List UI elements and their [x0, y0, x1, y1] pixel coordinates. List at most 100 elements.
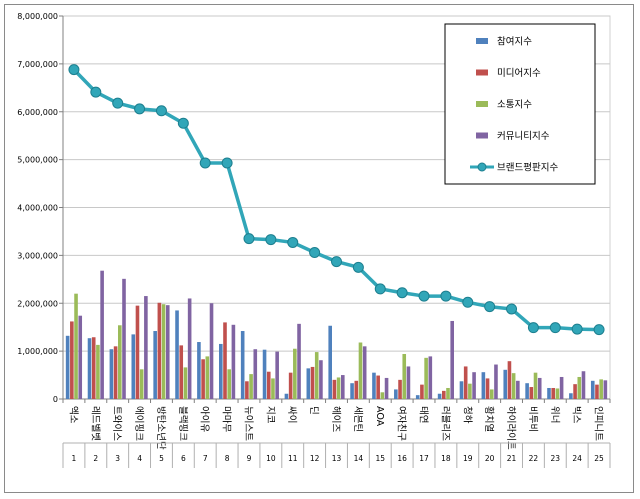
bar — [109, 349, 114, 399]
bar — [262, 349, 267, 399]
bar — [468, 383, 472, 399]
bar — [336, 377, 341, 399]
rank-label: 15 — [375, 454, 385, 463]
bar — [603, 380, 608, 399]
y-tick-label: 4,000,000 — [17, 204, 58, 213]
legend-label: 미디어지수 — [497, 68, 541, 79]
bar — [131, 334, 136, 399]
bar — [372, 372, 376, 399]
bar — [573, 384, 577, 399]
rank-label: 7 — [203, 454, 208, 463]
bar — [463, 366, 468, 399]
rank-label: 6 — [181, 454, 186, 463]
rank-label: 21 — [507, 454, 517, 463]
bar — [402, 353, 407, 399]
bar — [362, 346, 367, 399]
line-point — [90, 86, 102, 98]
bar — [555, 388, 560, 399]
bar — [328, 325, 332, 399]
line-point — [396, 287, 408, 299]
bar — [450, 320, 454, 399]
rank-label: 9 — [247, 454, 252, 463]
y-tick-label: 7,000,000 — [17, 60, 58, 69]
line-point — [177, 117, 189, 129]
rank-label: 17 — [419, 454, 429, 463]
bar — [70, 321, 74, 399]
bar — [100, 270, 104, 399]
bar — [398, 379, 402, 399]
category-label: 하이라이트 — [505, 406, 517, 450]
line-point — [506, 303, 518, 315]
bar — [197, 342, 201, 399]
bar — [394, 389, 398, 399]
category-label: 딘 — [308, 406, 319, 415]
bar — [595, 384, 599, 399]
line-point — [593, 324, 605, 336]
bar — [485, 378, 490, 399]
y-tick-label: 0 — [53, 395, 58, 404]
category-label: 세븐틴 — [352, 406, 363, 432]
bar — [297, 323, 301, 399]
y-tick-label: 8,000,000 — [17, 12, 58, 21]
category-label: 청하 — [461, 406, 473, 424]
bar — [78, 315, 83, 399]
bar — [489, 389, 494, 399]
bar — [481, 372, 486, 399]
bar — [240, 331, 245, 399]
bar — [376, 375, 380, 399]
bar — [157, 302, 162, 399]
category-label: 황치열 — [483, 406, 495, 432]
bar — [581, 371, 586, 399]
bar — [175, 310, 179, 399]
bar — [599, 379, 603, 399]
bar — [306, 368, 311, 399]
category-label: 엑소 — [67, 406, 79, 424]
bar — [293, 348, 297, 399]
category-label: 에이핑크 — [133, 406, 144, 441]
bar — [187, 298, 192, 399]
line-point — [549, 322, 561, 334]
category-label: 레드벨벳 — [89, 406, 100, 441]
bar — [245, 381, 249, 399]
bar — [201, 359, 205, 399]
line-point — [265, 234, 277, 246]
bar — [354, 380, 359, 399]
bar — [424, 357, 428, 399]
line-point — [527, 322, 539, 334]
legend-label: 참여지수 — [497, 36, 532, 48]
bar — [275, 351, 279, 399]
category-label: 인피니트 — [593, 406, 604, 441]
line-point — [484, 301, 496, 313]
bar — [415, 395, 420, 399]
bar — [533, 372, 538, 399]
category-label: 러블리즈 — [439, 406, 450, 441]
line-point — [374, 283, 386, 295]
rank-label: 16 — [397, 454, 407, 463]
bar — [135, 305, 140, 399]
rank-label: 4 — [137, 454, 142, 463]
bar — [537, 377, 542, 399]
category-label: 마마무 — [221, 406, 232, 432]
bar — [266, 371, 271, 399]
legend-swatch — [476, 69, 488, 76]
bar — [113, 346, 118, 399]
bar — [219, 343, 223, 399]
rank-label: 10 — [266, 454, 276, 463]
legend-swatch — [476, 38, 488, 44]
bar — [205, 356, 210, 399]
bar — [74, 293, 78, 399]
line-point — [352, 261, 364, 273]
bar — [420, 384, 424, 399]
category-label: 블랙핑크 — [177, 406, 188, 441]
rank-label: 8 — [225, 454, 230, 463]
category-label: 아이유 — [199, 406, 210, 432]
bar — [551, 387, 555, 399]
bar — [96, 344, 100, 399]
rank-label: 20 — [485, 454, 495, 463]
rank-label: 1 — [72, 454, 77, 463]
line-point — [112, 97, 124, 109]
category-label: 여자친구 — [396, 406, 408, 441]
line-point — [68, 64, 80, 76]
bar — [380, 392, 385, 399]
category-label: 뉴이스트 — [242, 406, 253, 441]
